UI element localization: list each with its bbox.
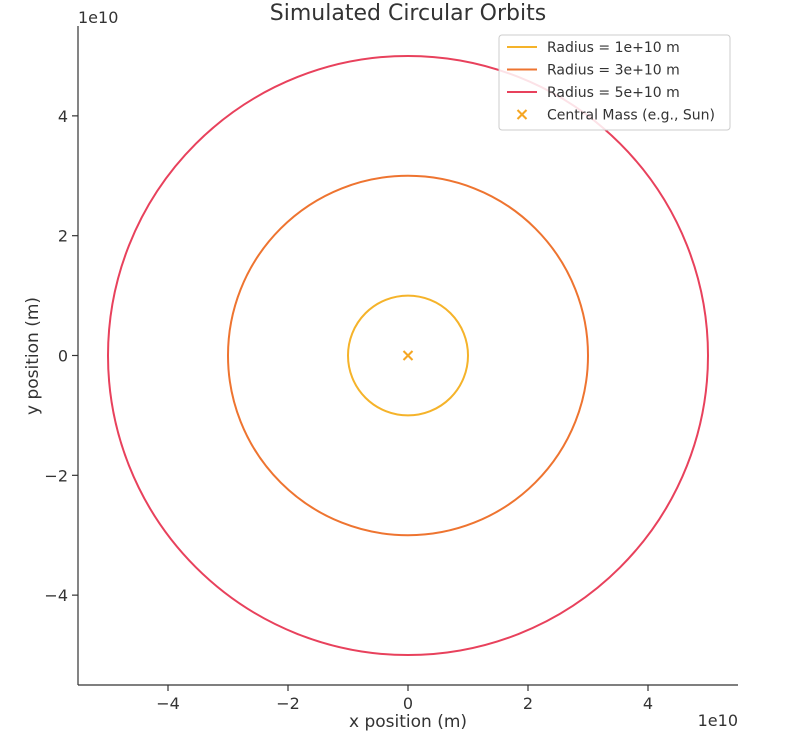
y-tick-label: 2 — [58, 227, 68, 246]
legend-label: Central Mass (e.g., Sun) — [547, 108, 715, 124]
chart-title: Simulated Circular Orbits — [270, 1, 546, 26]
y-ticks: −4 −2 0 2 4 — [44, 107, 78, 605]
legend-frame — [498, 34, 731, 131]
plot-area — [107, 54, 709, 657]
x-tick-label: 0 — [403, 694, 413, 713]
x-tick-label: 2 — [523, 694, 533, 713]
x-axis-label: x position (m) — [349, 712, 467, 732]
y-tick-label: 0 — [58, 347, 68, 366]
legend-label: Radius = 5e+10 m — [547, 85, 680, 101]
legend-label: Radius = 3e+10 m — [547, 63, 680, 79]
legend-item: Central Mass (e.g., Sun) — [516, 108, 715, 124]
marker-stroke — [402, 350, 414, 361]
y-tick-label: −4 — [44, 586, 68, 605]
legend-item: Radius = 1e+10 m — [507, 40, 680, 56]
legend-item: Radius = 3e+10 m — [507, 63, 680, 79]
orbit-series-2 — [227, 174, 589, 537]
x-tick-label: −2 — [276, 694, 300, 713]
x-ticks: −4 −2 0 2 4 — [156, 685, 653, 713]
x-tick-label: −4 — [156, 694, 180, 713]
y-offset-label: 1e10 — [78, 8, 118, 27]
central-mass-marker — [402, 350, 414, 361]
legend-item: Radius = 5e+10 m — [507, 85, 680, 101]
legend-label: Radius = 1e+10 m — [547, 40, 680, 56]
orbit-series-3 — [107, 54, 709, 657]
legend: Radius = 1e+10 m Radius = 3e+10 m Radius =… — [498, 34, 731, 131]
y-tick-label: 4 — [58, 107, 68, 126]
x-offset-label: 1e10 — [698, 711, 738, 730]
y-axis-label: y position (m) — [23, 297, 43, 415]
legend-marker-swatch — [516, 109, 528, 120]
orbit-series-1 — [347, 294, 469, 417]
y-tick-label: −2 — [44, 466, 68, 485]
x-tick-label: 4 — [643, 694, 653, 713]
